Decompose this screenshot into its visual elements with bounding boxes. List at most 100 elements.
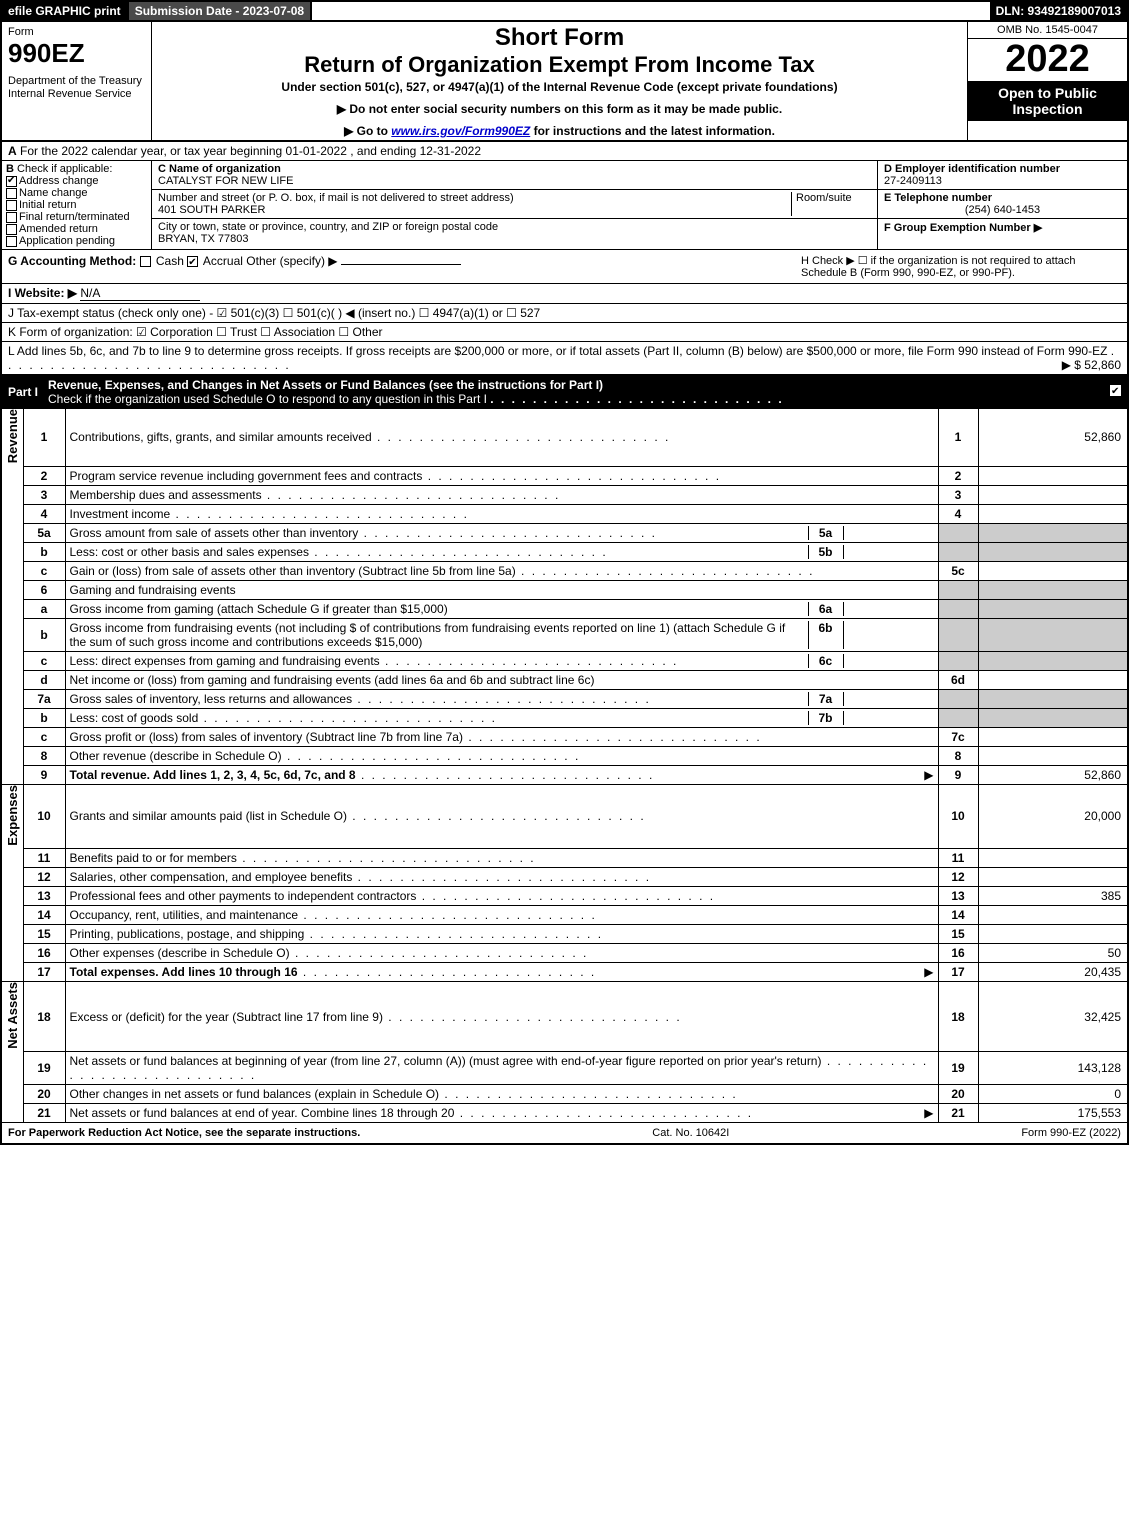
- dln: DLN: 93492189007013: [990, 2, 1127, 20]
- l20-r: 20: [938, 1085, 978, 1104]
- l21-n: 21: [23, 1104, 65, 1123]
- b-item-5: Application pending: [19, 235, 115, 247]
- l17-r: 17: [938, 962, 978, 981]
- chk-name-change[interactable]: [6, 188, 17, 199]
- l21-v: 175,553: [978, 1104, 1128, 1123]
- omb-number: OMB No. 1545-0047: [968, 22, 1127, 39]
- l5b-sv: [844, 545, 934, 559]
- line-a: A For the 2022 calendar year, or tax yea…: [0, 142, 1129, 161]
- l13-d: Professional fees and other payments to …: [70, 889, 417, 903]
- l-value: ▶ $ 52,860: [1062, 358, 1121, 372]
- g-label: G Accounting Method:: [8, 254, 136, 268]
- i-label: I Website: ▶: [8, 286, 77, 300]
- irs-link[interactable]: www.irs.gov/Form990EZ: [391, 124, 530, 138]
- l18-v: 32,425: [978, 982, 1128, 1052]
- header-right: OMB No. 1545-0047 2022 Open to Public In…: [967, 22, 1127, 140]
- g-other: Other (specify) ▶: [246, 254, 337, 268]
- expenses-label: Expenses: [5, 785, 20, 846]
- l17-d: Total expenses. Add lines 10 through 16: [70, 965, 298, 979]
- l18-n: 18: [23, 982, 65, 1052]
- part-i-title: Revenue, Expenses, and Changes in Net As…: [48, 378, 603, 392]
- l6a-n: a: [23, 599, 65, 618]
- l19-r: 19: [938, 1052, 978, 1085]
- l7c-n: c: [23, 727, 65, 746]
- l5b-n: b: [23, 542, 65, 561]
- shade: [938, 651, 978, 670]
- l2-r: 2: [938, 466, 978, 485]
- header-center: Short Form Return of Organization Exempt…: [152, 22, 967, 140]
- l19-v: 143,128: [978, 1052, 1128, 1085]
- l5b-d: Less: cost or other basis and sales expe…: [70, 545, 309, 559]
- l7b-sv: [844, 711, 934, 725]
- box-c: C Name of organization CATALYST FOR NEW …: [152, 161, 877, 249]
- phone-label: E Telephone number: [884, 192, 1121, 204]
- box-b-title: Check if applicable:: [17, 163, 112, 175]
- org-name: CATALYST FOR NEW LIFE: [158, 175, 871, 187]
- website-value: N/A: [80, 286, 200, 301]
- form-title: Return of Organization Exempt From Incom…: [160, 52, 959, 78]
- l11-v: [978, 848, 1128, 867]
- l13-r: 13: [938, 886, 978, 905]
- l21-d: Net assets or fund balances at end of ye…: [70, 1106, 455, 1120]
- l19-n: 19: [23, 1052, 65, 1085]
- shade: [978, 580, 1128, 599]
- l7c-v: [978, 727, 1128, 746]
- line-j: J Tax-exempt status (check only one) - ☑…: [0, 304, 1129, 323]
- l6a-sv: [844, 602, 934, 616]
- l10-r: 10: [938, 785, 978, 849]
- l15-n: 15: [23, 924, 65, 943]
- l6c-d: Less: direct expenses from gaming and fu…: [70, 654, 380, 668]
- l12-n: 12: [23, 867, 65, 886]
- l6b-sv: [844, 621, 934, 649]
- chk-final-return[interactable]: [6, 212, 17, 223]
- shade: [938, 599, 978, 618]
- shade: [938, 580, 978, 599]
- l10-d: Grants and similar amounts paid (list in…: [70, 809, 347, 823]
- expenses-table: Expenses 10 Grants and similar amounts p…: [0, 785, 1129, 982]
- shade: [938, 542, 978, 561]
- l5a-n: 5a: [23, 523, 65, 542]
- chk-schedule-o[interactable]: [1110, 385, 1121, 396]
- l1-r: 1: [938, 409, 978, 466]
- l6-n: 6: [23, 580, 65, 599]
- note-link: ▶ Go to www.irs.gov/Form990EZ for instru…: [160, 124, 959, 138]
- l3-v: [978, 485, 1128, 504]
- l6b-sn: 6b: [808, 621, 844, 649]
- c-name-label: C Name of organization: [158, 163, 871, 175]
- l6d-v: [978, 670, 1128, 689]
- chk-application-pending[interactable]: [6, 236, 17, 247]
- l5c-r: 5c: [938, 561, 978, 580]
- l6d-n: d: [23, 670, 65, 689]
- b-item-3: Final return/terminated: [19, 211, 130, 223]
- chk-initial-return[interactable]: [6, 200, 17, 211]
- l8-n: 8: [23, 746, 65, 765]
- l2-v: [978, 466, 1128, 485]
- submission-date: Submission Date - 2023-07-08: [129, 2, 312, 20]
- group-exemption-label: F Group Exemption Number ▶: [884, 221, 1121, 234]
- l7a-d: Gross sales of inventory, less returns a…: [70, 692, 353, 706]
- efile-label[interactable]: efile GRAPHIC print: [2, 2, 129, 20]
- l16-d: Other expenses (describe in Schedule O): [70, 946, 290, 960]
- b-item-1: Name change: [19, 187, 88, 199]
- l6c-sv: [844, 654, 934, 668]
- line-g: G Accounting Method: Cash Accrual Other …: [0, 250, 1129, 284]
- l20-d: Other changes in net assets or fund bala…: [70, 1087, 440, 1101]
- l6a-sn: 6a: [808, 602, 844, 616]
- part-i-subtitle: Check if the organization used Schedule …: [48, 392, 487, 406]
- g-other-input[interactable]: [341, 264, 461, 265]
- l16-v: 50: [978, 943, 1128, 962]
- chk-address-change[interactable]: [6, 176, 17, 187]
- shade: [978, 542, 1128, 561]
- l11-n: 11: [23, 848, 65, 867]
- l18-d: Excess or (deficit) for the year (Subtra…: [70, 1010, 383, 1024]
- l12-d: Salaries, other compensation, and employ…: [70, 870, 353, 884]
- chk-accrual[interactable]: [187, 256, 198, 267]
- l2-d: Program service revenue including govern…: [70, 469, 423, 483]
- shade: [978, 523, 1128, 542]
- chk-amended[interactable]: [6, 224, 17, 235]
- chk-cash[interactable]: [140, 256, 151, 267]
- shade: [978, 618, 1128, 651]
- l6d-d: Net income or (loss) from gaming and fun…: [65, 670, 938, 689]
- shade: [938, 689, 978, 708]
- l21-r: 21: [938, 1104, 978, 1123]
